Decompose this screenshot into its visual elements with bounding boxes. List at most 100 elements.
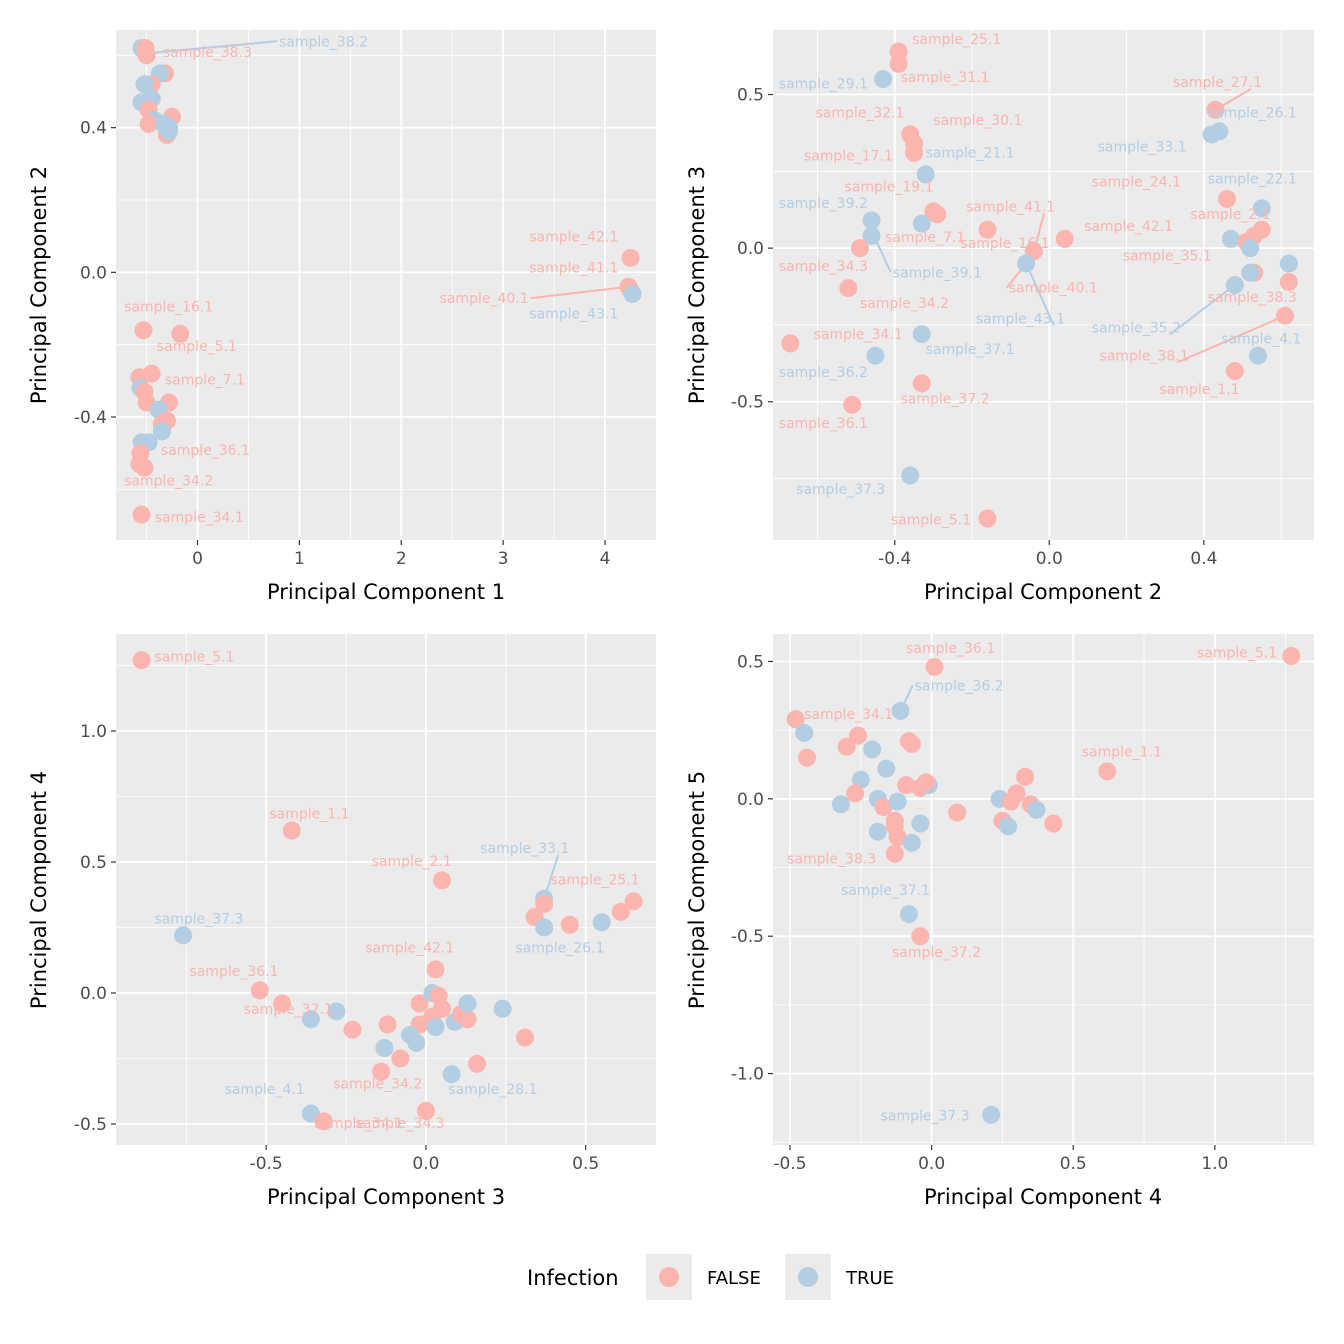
data-point-true bbox=[902, 833, 921, 852]
sample-label: sample_4.1 bbox=[225, 1082, 305, 1098]
panel-background bbox=[116, 30, 656, 540]
data-point-false bbox=[410, 994, 429, 1013]
panel-pc2-pc3: sample_25.1 sample_29.1 sample_31.1 sample_… bbox=[685, 30, 1314, 604]
legend-item-false: FALSE bbox=[646, 1254, 761, 1300]
x-tick-label: 1.0 bbox=[1201, 1154, 1228, 1174]
data-point-true bbox=[851, 770, 870, 789]
sample-label: sample_1.1 bbox=[1082, 744, 1162, 760]
sample-label: sample_21.1 bbox=[926, 146, 1015, 162]
sample-label: sample_34.1 bbox=[804, 707, 893, 723]
data-point-false bbox=[416, 1101, 435, 1120]
data-point-true bbox=[623, 285, 642, 304]
data-point-true bbox=[458, 994, 477, 1013]
data-point-false bbox=[885, 844, 904, 863]
data-point-true bbox=[891, 701, 910, 720]
sample-label: sample_37.2 bbox=[901, 391, 990, 407]
data-point-true bbox=[899, 905, 918, 924]
sample-label: sample_1.1 bbox=[269, 807, 349, 823]
data-point-false bbox=[132, 505, 151, 524]
sample-label: sample_34.2 bbox=[333, 1077, 422, 1093]
x-axis-title: Principal Component 2 bbox=[924, 580, 1162, 604]
sample-label: sample_40.1 bbox=[440, 291, 529, 307]
data-point-false bbox=[928, 205, 947, 224]
data-point-false bbox=[560, 915, 579, 934]
data-point-true bbox=[862, 226, 881, 245]
y-tick-label: 1.0 bbox=[80, 722, 107, 742]
data-point-true bbox=[831, 795, 850, 814]
legend-title: Infection bbox=[527, 1266, 619, 1290]
sample-label: sample_40.1 bbox=[1009, 281, 1098, 297]
data-point-false bbox=[535, 894, 554, 913]
data-point-false bbox=[1282, 646, 1301, 665]
data-point-true bbox=[795, 723, 814, 742]
sample-label: sample_34.3 bbox=[779, 259, 868, 275]
legend-item-true: TRUE bbox=[785, 1254, 894, 1300]
y-tick-label: 0.5 bbox=[80, 853, 107, 873]
data-point-true bbox=[863, 740, 882, 759]
sample-label: sample_4.1 bbox=[1221, 331, 1301, 347]
data-point-true bbox=[493, 999, 512, 1018]
data-point-false bbox=[978, 220, 997, 239]
sample-label: sample_5.1 bbox=[157, 339, 237, 355]
data-point-false bbox=[797, 748, 816, 767]
label-leader-line bbox=[1169, 284, 1236, 336]
data-point-false bbox=[925, 657, 944, 676]
data-point-false bbox=[621, 248, 640, 267]
data-point-false bbox=[846, 784, 865, 803]
data-point-false bbox=[781, 334, 800, 353]
data-point-true bbox=[1027, 800, 1046, 819]
sample-label: sample_37.3 bbox=[881, 1108, 970, 1124]
data-point-false bbox=[1206, 100, 1225, 119]
label-leader-line bbox=[1025, 263, 1055, 326]
data-point-true bbox=[152, 422, 171, 441]
sample-label: sample_34.2 bbox=[124, 474, 213, 490]
x-tick-label: -0.4 bbox=[878, 549, 911, 569]
sample-label: sample_41.1 bbox=[529, 260, 618, 276]
data-point-false bbox=[515, 1028, 534, 1047]
data-point-true bbox=[1248, 346, 1267, 365]
data-point-false bbox=[458, 1010, 477, 1029]
label-leader-line bbox=[530, 285, 629, 300]
label-leader-line bbox=[1177, 314, 1286, 364]
data-point-false bbox=[874, 798, 893, 817]
sample-label: sample_32.1 bbox=[816, 106, 905, 122]
x-axis-title: Principal Component 3 bbox=[267, 1185, 505, 1209]
data-point-false bbox=[1252, 220, 1271, 239]
sample-label: sample_25.1 bbox=[551, 872, 640, 888]
data-point-true bbox=[888, 792, 907, 811]
legend-key-false-dot bbox=[659, 1267, 679, 1287]
sample-label: sample_37.1 bbox=[926, 342, 1015, 358]
data-point-false bbox=[912, 374, 931, 393]
y-axis-title: Principal Component 4 bbox=[27, 771, 51, 1009]
data-point-false bbox=[468, 1054, 487, 1073]
sample-label: sample_35.1 bbox=[1123, 248, 1212, 264]
sample-label: sample_26.1 bbox=[515, 940, 604, 956]
data-point-false bbox=[1055, 229, 1074, 248]
y-axis-title: Principal Component 5 bbox=[685, 771, 709, 1009]
sample-label: sample_5.1 bbox=[1197, 645, 1277, 661]
data-point-false bbox=[314, 1112, 333, 1131]
data-point-false bbox=[135, 458, 154, 477]
sample-label: sample_37.3 bbox=[796, 482, 885, 498]
data-point-true bbox=[592, 913, 611, 932]
x-tick-label: 0.5 bbox=[1060, 1154, 1087, 1174]
data-point-false bbox=[843, 395, 862, 414]
y-tick-label: 0.0 bbox=[737, 239, 764, 259]
sample-label: sample_30.1 bbox=[933, 113, 1022, 129]
data-point-true bbox=[1017, 254, 1036, 273]
data-point-false bbox=[911, 927, 930, 946]
sample-label: sample_36.1 bbox=[906, 641, 995, 657]
data-point-false bbox=[1098, 762, 1117, 781]
panel-pc3-pc4: sample_5.1 sample_1.1 sample_2.1 sample_33.… bbox=[27, 634, 656, 1209]
sample-label: sample_7.1 bbox=[165, 372, 245, 388]
x-tick-label: 0.0 bbox=[1036, 549, 1063, 569]
data-point-true bbox=[1225, 276, 1244, 294]
data-point-false bbox=[611, 902, 630, 921]
data-point-false bbox=[282, 821, 301, 840]
data-point-true bbox=[407, 1033, 426, 1052]
data-point-false bbox=[134, 321, 153, 340]
data-point-true bbox=[868, 822, 887, 841]
sample-label: sample_2.1 bbox=[1190, 207, 1270, 223]
data-point-false bbox=[839, 279, 858, 298]
